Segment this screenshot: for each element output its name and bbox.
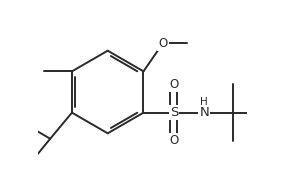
Text: S: S: [170, 106, 178, 119]
Text: O: O: [169, 78, 178, 91]
Text: O: O: [158, 37, 168, 49]
Text: O: O: [169, 135, 178, 147]
Text: N: N: [200, 106, 209, 119]
Text: H: H: [200, 97, 208, 107]
